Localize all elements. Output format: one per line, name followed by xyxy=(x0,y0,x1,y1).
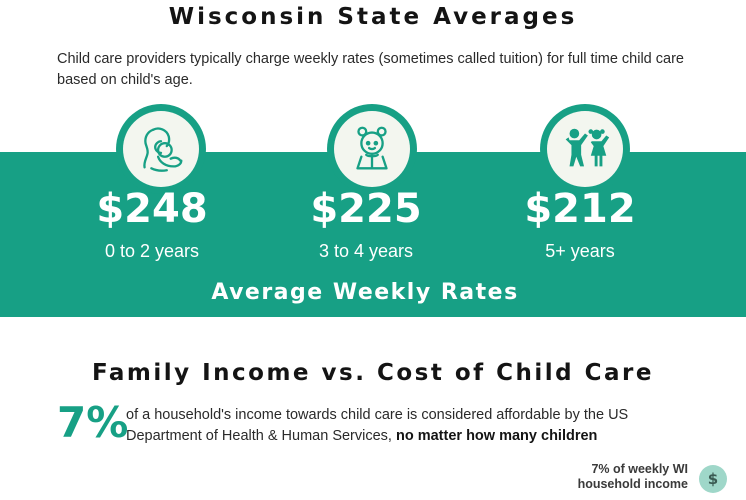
dollar-icon: $ xyxy=(699,465,727,493)
rate-amount-toddler: $225 xyxy=(310,186,422,232)
rate-age-infant: 0 to 2 years xyxy=(104,241,200,261)
rate-amount-school-age: $212 xyxy=(524,186,636,232)
children-icon xyxy=(565,128,610,167)
rate-icon-circle-toddler xyxy=(327,104,417,194)
legend-label: 7% of weekly WI household income xyxy=(508,462,688,492)
mother-baby-icon xyxy=(143,127,183,172)
intro-text: Child care providers typically charge we… xyxy=(57,51,684,88)
page-title: Wisconsin State Averages xyxy=(168,4,578,30)
rate-icon-circle-infant xyxy=(116,104,206,194)
affordable-description-emphasis: no matter how many children xyxy=(395,428,598,444)
rate-age-toddler: 3 to 4 years xyxy=(318,241,414,261)
legend-label-line2: household income xyxy=(577,477,688,491)
section-title: Family Income vs. Cost of Child Care xyxy=(91,360,654,386)
affordable-description: of a household's income towards child ca… xyxy=(126,405,696,447)
legend-label-line1: 7% of weekly WI xyxy=(591,462,688,476)
affordable-percent: 7% xyxy=(57,398,129,447)
band-label: Average Weekly Rates xyxy=(211,280,519,305)
rate-icon-circle-children xyxy=(540,104,630,194)
rate-age-school-age: 5+ years xyxy=(545,241,615,261)
toddler-icon xyxy=(356,126,388,170)
rate-amount-infant: $248 xyxy=(96,186,208,232)
affordable-description-text: of a household's income towards child ca… xyxy=(126,407,629,444)
